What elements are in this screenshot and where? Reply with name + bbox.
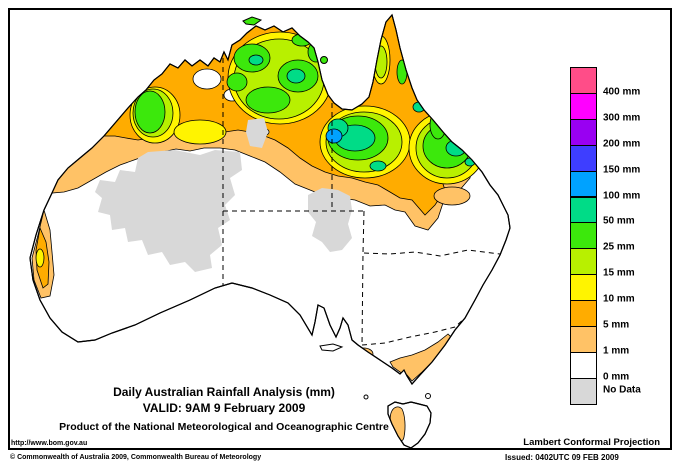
legend-swatch-25-mm xyxy=(570,222,597,250)
legend-label: 0 mm xyxy=(603,371,630,383)
legend-label: 200 mm xyxy=(603,138,641,150)
legend-label: 25 mm xyxy=(603,241,635,253)
legend-swatch-300-mm xyxy=(570,92,597,120)
issued-timestamp: Issued: 0402UTC 09 FEB 2009 xyxy=(505,453,619,462)
legend-swatch-400-mm xyxy=(570,67,597,94)
title-block: Daily Australian Rainfall Analysis (mm) … xyxy=(24,385,424,433)
map-title: Daily Australian Rainfall Analysis (mm) xyxy=(113,385,335,399)
legend-swatch-200-mm xyxy=(570,118,597,146)
state-borders xyxy=(222,58,501,346)
legend-label: 150 mm xyxy=(603,164,641,176)
no-data-regions xyxy=(95,118,352,272)
legend-swatch-150-mm xyxy=(570,144,597,172)
legend-label: 100 mm xyxy=(603,190,641,201)
legend-swatch-100-mm xyxy=(570,170,597,198)
legend-swatch-15-mm xyxy=(570,248,597,276)
legend: 400 mm 300 mm 200 mm 150 mm 100 mm 50 mm 25 mm… xyxy=(570,67,680,417)
legend-swatch-no-data xyxy=(570,377,597,405)
valid-datetime: VALID: 9AM 9 February 2009 xyxy=(142,401,306,415)
legend-label: 15 mm xyxy=(603,267,635,279)
coastline xyxy=(29,13,511,449)
legend-label: 1 mm xyxy=(603,345,630,357)
legend-swatch-50-mm xyxy=(570,196,597,224)
legend-label: 400 mm xyxy=(603,86,641,98)
legend-label: 300 mm xyxy=(603,112,641,124)
copyright-notice: © Commonwealth of Australia 2009, Common… xyxy=(10,454,262,461)
legend-label: 10 mm xyxy=(603,293,635,305)
legend-swatch-0-mm xyxy=(570,351,597,379)
bom-url: http://www.bom.gov.au xyxy=(11,440,88,447)
legend-label: 5 mm xyxy=(603,319,630,331)
legend-label: No Data xyxy=(603,384,641,396)
rainfall-contours xyxy=(31,15,486,441)
legend-swatch-5-mm xyxy=(570,300,597,327)
legend-label: 50 mm xyxy=(603,215,635,227)
projection-label: Lambert Conformal Projection xyxy=(523,437,660,448)
islands xyxy=(242,16,431,400)
legend-swatch-1-mm xyxy=(570,326,597,353)
legend-swatch-10-mm xyxy=(570,274,597,302)
product-attribution: Product of the National Meteorological a… xyxy=(59,421,389,433)
